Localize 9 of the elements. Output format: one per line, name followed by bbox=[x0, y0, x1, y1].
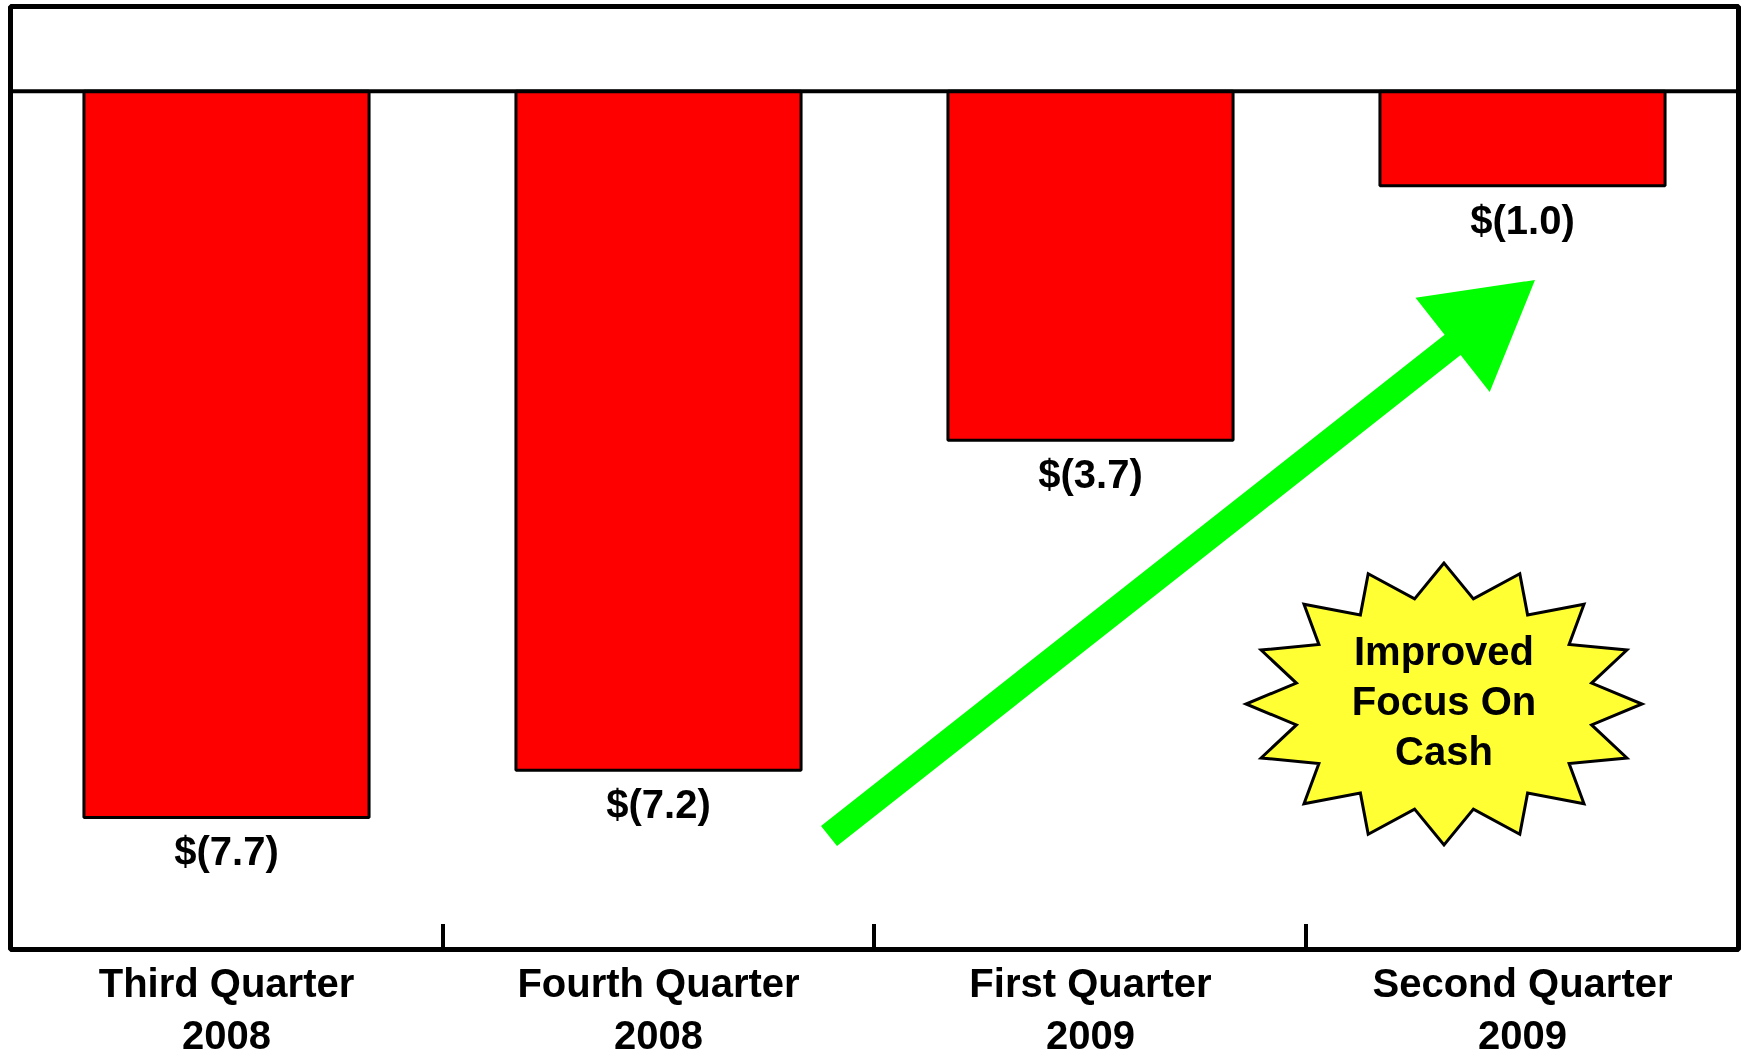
x-tick-label: Fourth Quarter 2008 bbox=[517, 960, 800, 1058]
data-label: $(1.0) bbox=[1470, 197, 1575, 242]
annotation: Improved Focus On Cash bbox=[1351, 628, 1537, 773]
data-label: $(3.7) bbox=[1038, 452, 1143, 497]
data-label: $(7.2) bbox=[606, 782, 711, 827]
x-tick-label: First Quarter 2009 bbox=[969, 960, 1212, 1058]
data-label: $(7.7) bbox=[174, 829, 279, 874]
x-tick-label: Third Quarter 2008 bbox=[98, 960, 355, 1058]
x-tick-label: Second Quarter 2009 bbox=[1372, 960, 1673, 1058]
